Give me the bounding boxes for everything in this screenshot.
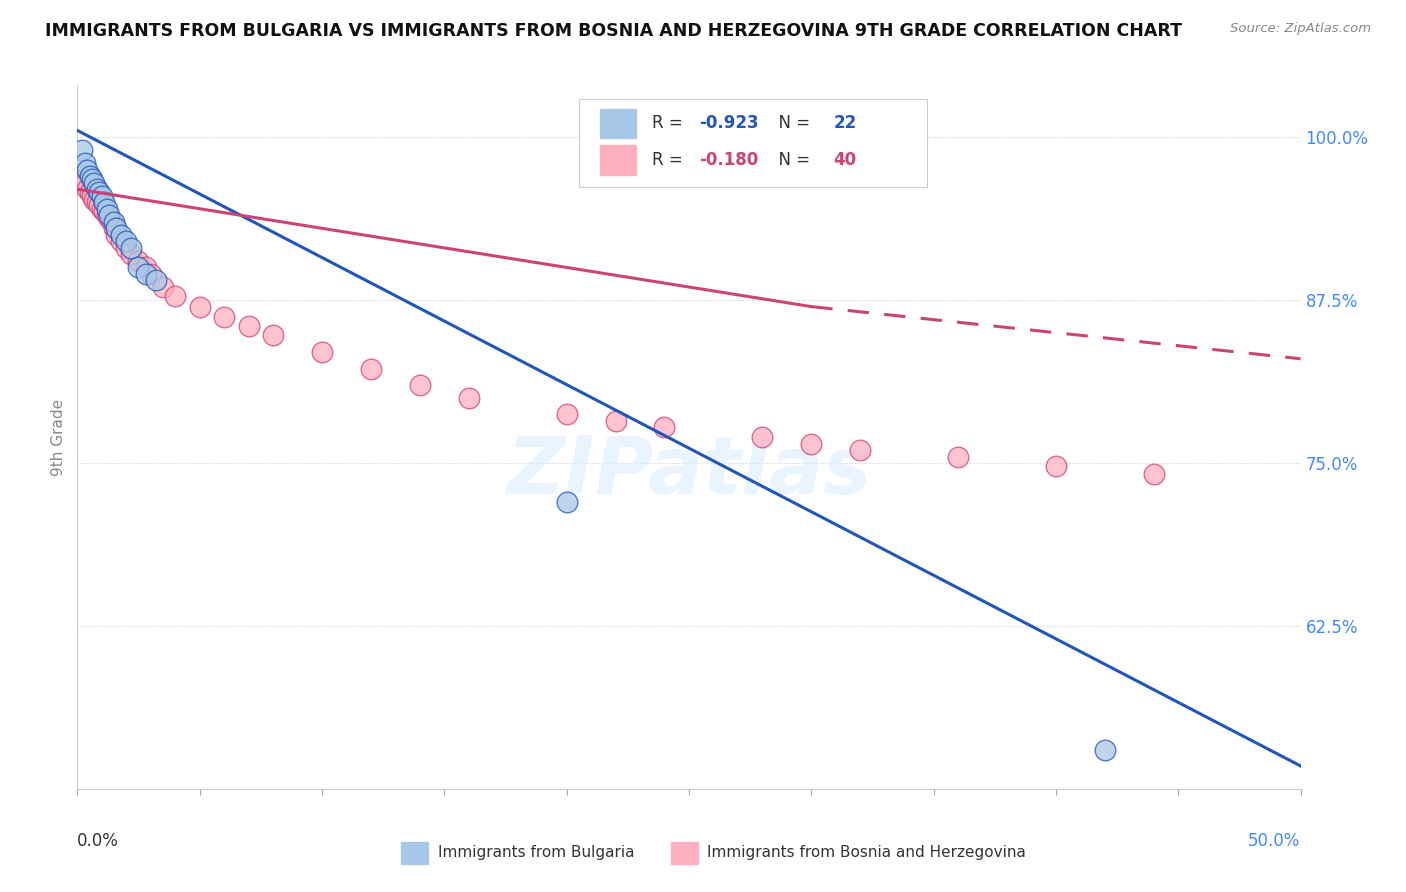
Point: [83, 193, 105, 207]
Point: [93, 204, 115, 219]
Point: [70, 143, 93, 157]
Text: ZIPatlas: ZIPatlas: [506, 434, 872, 511]
Point: [89, 198, 111, 212]
Point: [73, 156, 96, 170]
Bar: [402, 841, 429, 864]
Point: [86, 182, 108, 196]
Text: 0.0%: 0.0%: [77, 831, 120, 850]
Text: Immigrants from Bosnia and Herzegovina: Immigrants from Bosnia and Herzegovina: [707, 846, 1026, 861]
Point: [79, 185, 101, 199]
Text: N =: N =: [769, 114, 815, 133]
Point: [800, 436, 823, 450]
Point: [120, 241, 142, 255]
Point: [127, 254, 149, 268]
Point: [654, 419, 676, 434]
Point: [80, 188, 103, 202]
Text: Source: ZipAtlas.com: Source: ZipAtlas.com: [1230, 22, 1371, 36]
Point: [100, 215, 122, 229]
Bar: [671, 841, 697, 864]
Point: [145, 273, 167, 287]
Point: [1094, 743, 1116, 757]
Point: [1045, 458, 1067, 473]
Text: IMMIGRANTS FROM BULGARIA VS IMMIGRANTS FROM BOSNIA AND HERZEGOVINA 9TH GRADE COR: IMMIGRANTS FROM BULGARIA VS IMMIGRANTS F…: [45, 22, 1182, 40]
Point: [98, 211, 121, 225]
Point: [409, 377, 432, 392]
Point: [946, 450, 969, 464]
Point: [93, 195, 115, 210]
Point: [238, 319, 260, 334]
Point: [457, 391, 479, 405]
Point: [165, 289, 187, 303]
Point: [76, 162, 98, 177]
Text: 40: 40: [834, 151, 856, 169]
Text: 50.0%: 50.0%: [1249, 831, 1301, 850]
Point: [96, 208, 118, 222]
Point: [83, 176, 105, 190]
Text: R =: R =: [652, 114, 689, 133]
Point: [135, 267, 157, 281]
Point: [79, 169, 101, 183]
Point: [70, 169, 93, 183]
Point: [73, 176, 96, 190]
Point: [89, 185, 111, 199]
Point: [311, 345, 333, 359]
Y-axis label: 9th Grade: 9th Grade: [51, 399, 66, 475]
Point: [135, 260, 157, 275]
Point: [849, 443, 872, 458]
Point: [120, 247, 142, 261]
Point: [103, 215, 125, 229]
Point: [262, 328, 284, 343]
Point: [115, 241, 138, 255]
Text: -0.180: -0.180: [699, 151, 758, 169]
Point: [555, 495, 578, 509]
Point: [605, 414, 627, 428]
Point: [139, 267, 162, 281]
Point: [751, 430, 773, 444]
Point: [103, 221, 125, 235]
Point: [76, 182, 98, 196]
Point: [188, 300, 211, 314]
FancyBboxPatch shape: [579, 99, 928, 187]
Bar: [599, 145, 637, 175]
Point: [105, 221, 128, 235]
Point: [110, 227, 132, 242]
Point: [360, 362, 382, 376]
Point: [80, 171, 103, 186]
Point: [127, 260, 149, 275]
Text: R =: R =: [652, 151, 689, 169]
Point: [90, 188, 112, 202]
Point: [1143, 467, 1166, 481]
Point: [212, 310, 235, 324]
Bar: [599, 109, 637, 138]
Point: [90, 202, 112, 216]
Point: [110, 235, 132, 249]
Point: [98, 208, 121, 222]
Point: [115, 235, 138, 249]
Point: [555, 407, 578, 421]
Text: 22: 22: [834, 114, 856, 133]
Text: N =: N =: [769, 151, 815, 169]
Text: Immigrants from Bulgaria: Immigrants from Bulgaria: [439, 846, 634, 861]
Point: [152, 280, 174, 294]
Text: -0.923: -0.923: [699, 114, 758, 133]
Point: [86, 195, 108, 210]
Point: [96, 202, 118, 216]
Point: [105, 227, 128, 242]
